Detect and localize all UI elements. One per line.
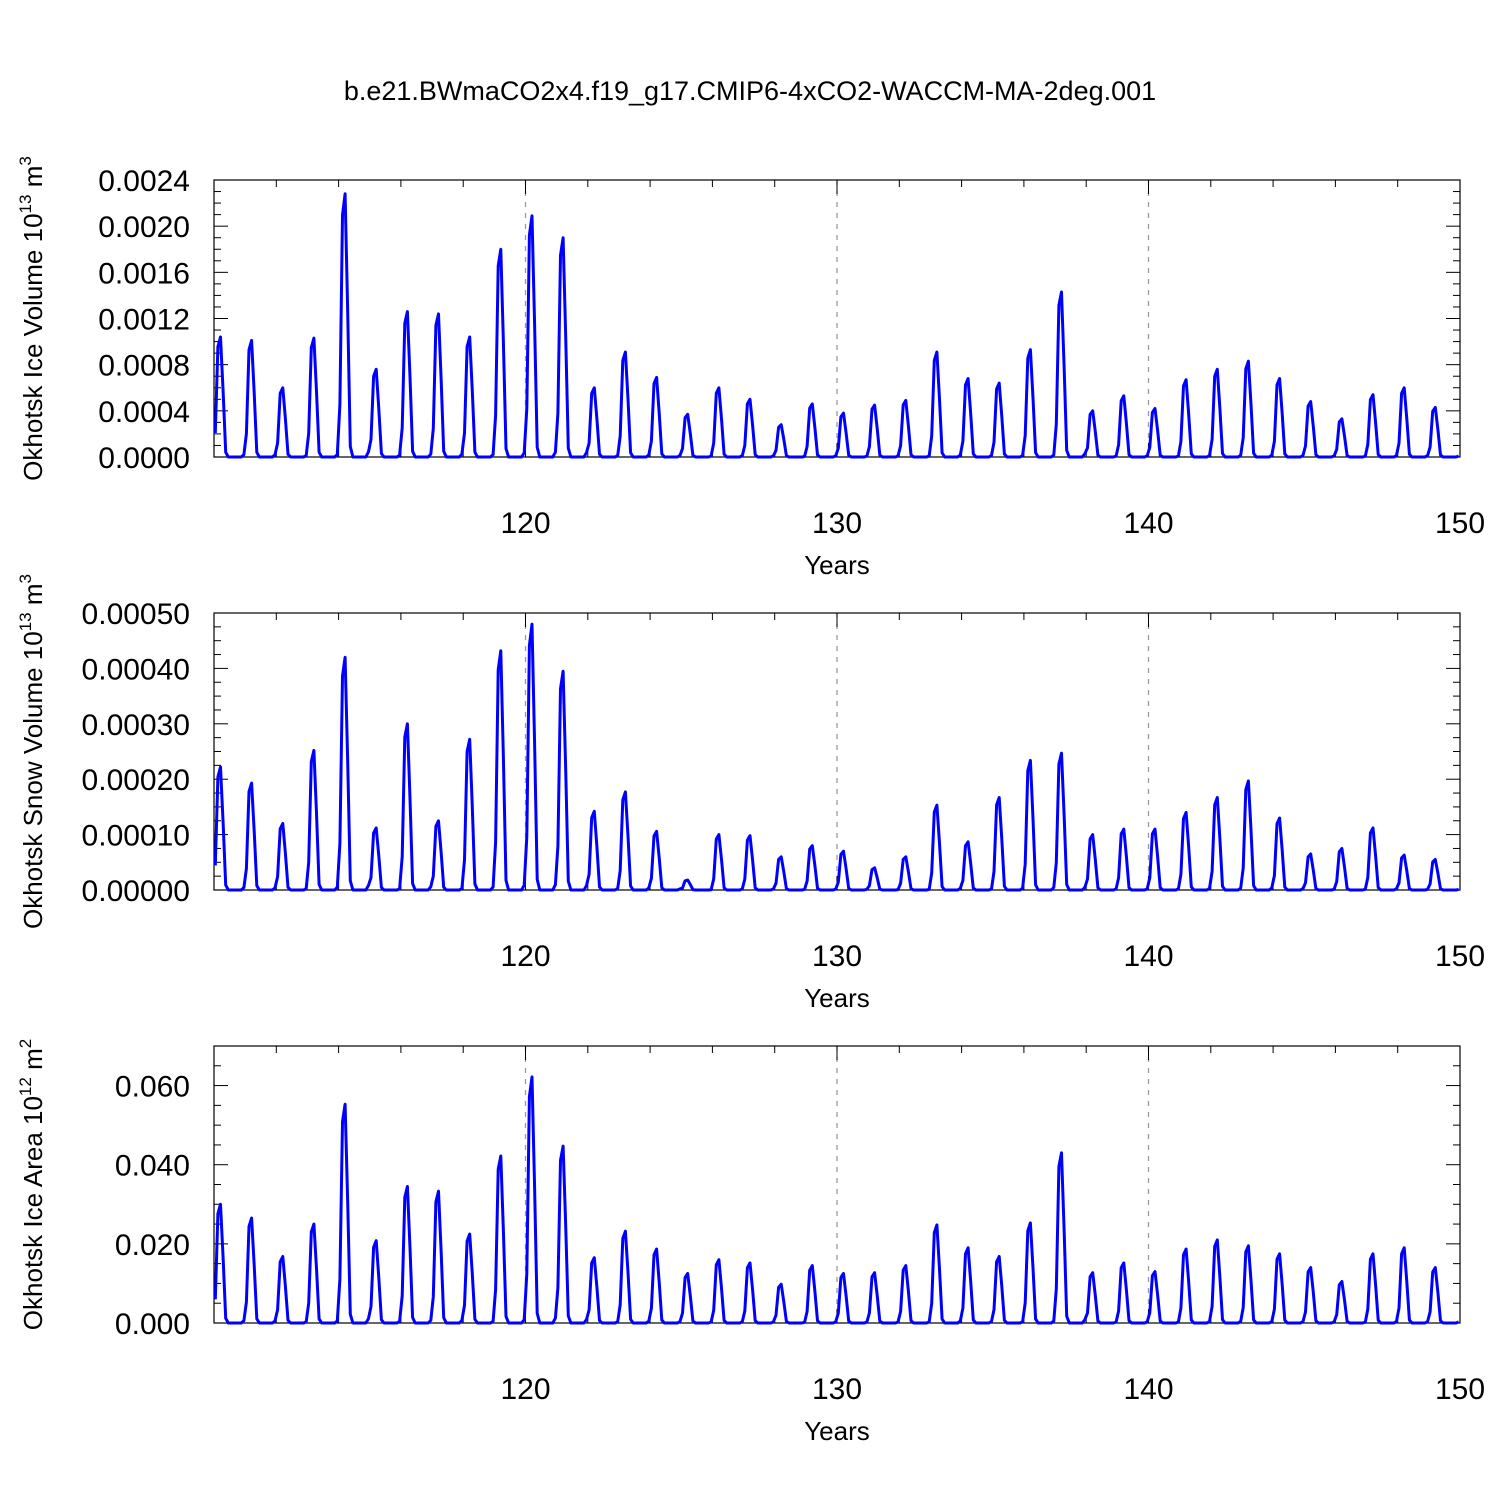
y-tick-label: 0.0008 xyxy=(98,350,190,383)
x-tick-label: 120 xyxy=(500,507,550,540)
x-tick-label: 130 xyxy=(812,940,862,973)
series-line xyxy=(213,1075,1460,1325)
x-tick-label: 120 xyxy=(500,1373,550,1406)
x-tick-label: 120 xyxy=(500,940,550,973)
plot-frame xyxy=(213,612,1461,891)
x-tick-label: 130 xyxy=(812,1373,862,1406)
x-tick-label: 140 xyxy=(1123,507,1173,540)
y-tick-label: 0.00010 xyxy=(82,820,190,853)
panel-okhotsk-snow-volume: 0.00000 0.00010 0.00020 0.00030 0.00040 0.000… xyxy=(16,574,1485,1013)
y-tick-label: 0.000 xyxy=(115,1308,190,1341)
y-tick-label: 0.040 xyxy=(115,1150,190,1183)
series-line xyxy=(213,192,1460,459)
x-tick-label: 140 xyxy=(1123,1373,1173,1406)
figure-title: b.e21.BWmaCO2x4.f19_g17.CMIP6-4xCO2-WACC… xyxy=(343,76,1157,106)
panel-okhotsk-ice-volume: 0.0000 0.0004 0.0008 0.0012 0.0016 0.0020 0.00… xyxy=(16,156,1485,580)
x-tick-label: 140 xyxy=(1123,940,1173,973)
y-axis-label: Okhotsk Snow Volume 1013 m3 xyxy=(16,574,48,929)
y-axis-label: Okhotsk Ice Area 1012 m2 xyxy=(16,1039,48,1330)
y-tick-label: 0.0016 xyxy=(98,257,190,290)
x-axis-label: Years xyxy=(804,550,870,580)
y-tick-label: 0.020 xyxy=(115,1229,190,1262)
x-tick-label: 150 xyxy=(1435,940,1485,973)
x-tick-label: 150 xyxy=(1435,1373,1485,1406)
plot-frame xyxy=(213,1045,1461,1324)
series-line xyxy=(213,622,1460,892)
y-tick-label: 0.0020 xyxy=(98,211,190,244)
x-axis-label: Years xyxy=(804,983,870,1013)
plot-frame xyxy=(213,179,1461,458)
y-tick-label: 0.0004 xyxy=(98,396,190,429)
y-tick-label: 0.00000 xyxy=(82,875,190,908)
x-axis-label: Years xyxy=(804,1416,870,1446)
y-tick-label: 0.00050 xyxy=(82,598,190,631)
y-tick-label: 0.0000 xyxy=(98,442,190,475)
x-tick-label: 150 xyxy=(1435,507,1485,540)
panel-okhotsk-ice-area: 0.000 0.020 0.040 0.060 120 130 140 150 Years Okh… xyxy=(16,1039,1485,1446)
y-axis-label: Okhotsk Ice Volume 1013 m3 xyxy=(16,156,48,481)
y-tick-label: 0.0012 xyxy=(98,304,190,337)
y-tick-label: 0.00030 xyxy=(82,709,190,742)
y-tick-label: 0.00020 xyxy=(82,764,190,797)
x-tick-label: 130 xyxy=(812,507,862,540)
y-tick-label: 0.00040 xyxy=(82,653,190,686)
y-tick-label: 0.0024 xyxy=(98,165,190,198)
y-tick-label: 0.060 xyxy=(115,1071,190,1104)
